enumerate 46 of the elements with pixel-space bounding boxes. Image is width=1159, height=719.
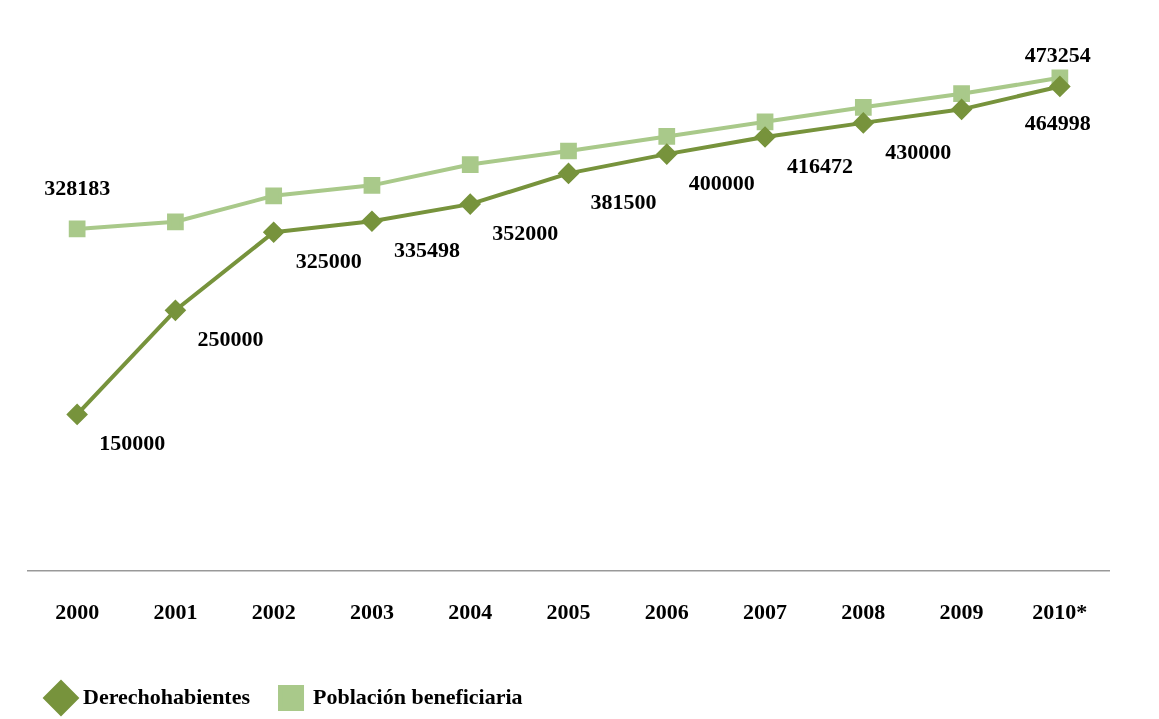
legend-label: Población beneficiaria — [313, 683, 523, 709]
point — [853, 112, 874, 133]
x-tick-label: 2003 — [349, 599, 394, 625]
point — [1049, 76, 1070, 97]
data-label: 328183 — [44, 174, 111, 200]
data-label: 400000 — [688, 169, 755, 195]
data-label: 335498 — [393, 236, 460, 262]
x-tick-label: 2002 — [251, 599, 296, 625]
point — [656, 144, 677, 165]
data-label: 416472 — [787, 152, 854, 178]
point — [854, 98, 872, 116]
point — [755, 126, 776, 147]
point — [756, 113, 774, 131]
legend-label: Derechohabientes — [83, 683, 251, 709]
point — [265, 187, 283, 205]
point — [953, 85, 970, 103]
x-tick-label: 2001 — [153, 599, 198, 625]
x-tick-label: 2000 — [55, 599, 100, 625]
point — [460, 194, 481, 215]
point — [361, 211, 382, 232]
x-tick-label: 2006 — [644, 599, 689, 625]
x-tick-label: 2004 — [448, 599, 493, 625]
point — [558, 163, 579, 184]
x-tick-label: 2007 — [743, 599, 788, 625]
point — [67, 404, 88, 425]
data-label: 150000 — [99, 430, 166, 456]
point — [461, 156, 479, 173]
point — [68, 220, 86, 238]
point — [658, 128, 676, 145]
point — [951, 99, 972, 120]
x-tick-label: 2009 — [939, 599, 984, 625]
data-label: 352000 — [492, 219, 559, 245]
point — [167, 213, 184, 231]
point — [263, 222, 284, 243]
data-label: 473254 — [1024, 41, 1091, 67]
x-tick-label: 2008 — [841, 599, 886, 625]
data-label: 381500 — [590, 189, 657, 215]
x-tick-label: 2010* — [1032, 599, 1088, 625]
point — [560, 142, 577, 160]
point — [363, 176, 381, 194]
data-label: 464998 — [1024, 110, 1091, 136]
data-label: 325000 — [295, 247, 362, 273]
data-label: 250000 — [197, 325, 264, 351]
point — [165, 300, 186, 321]
data-label: 430000 — [885, 138, 952, 164]
x-tick-label: 2005 — [546, 599, 591, 625]
